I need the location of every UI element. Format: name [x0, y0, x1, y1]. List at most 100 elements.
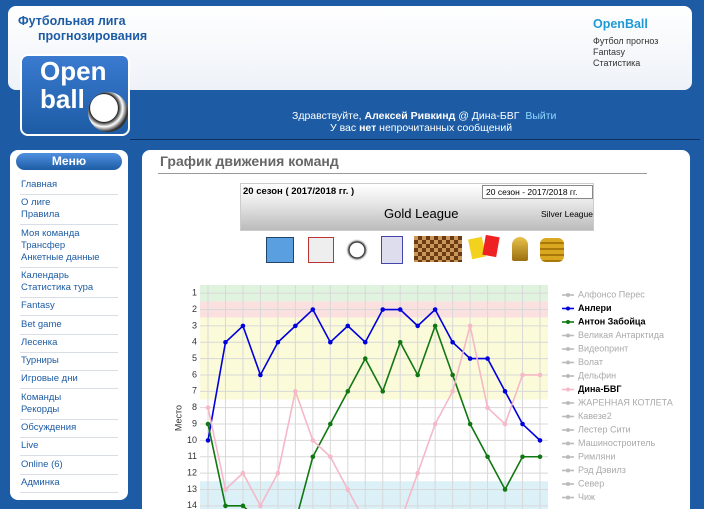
legend-marker: [566, 293, 570, 297]
menu-item[interactable]: Игровые дни: [21, 373, 78, 385]
menu-separator: [20, 351, 118, 353]
menu-separator: [20, 224, 118, 226]
menu-item[interactable]: Главная: [21, 179, 58, 190]
legend-marker: [566, 441, 570, 446]
legend-label[interactable]: Лестер Сити: [578, 424, 631, 434]
menu-item[interactable]: Fantasy: [21, 300, 55, 312]
data-point: [345, 487, 351, 492]
data-point: [240, 503, 246, 509]
data-point: [380, 389, 386, 394]
logout-link[interactable]: Выйти: [525, 110, 557, 122]
y-tick-label: 1: [192, 288, 197, 298]
data-point: [415, 470, 420, 476]
data-point: [205, 421, 211, 427]
calendar-icon[interactable]: [266, 237, 294, 263]
menu-item[interactable]: Админка: [21, 476, 60, 488]
data-point: [520, 454, 525, 460]
y-tick-label: 3: [192, 320, 197, 330]
menu-item[interactable]: О лиге: [21, 197, 51, 209]
legend-marker: [566, 347, 570, 351]
season-label: 20 сезон ( 2017/2018 гг. ): [243, 186, 355, 197]
ball-icon[interactable]: [346, 239, 368, 261]
cup-icon[interactable]: [512, 237, 528, 261]
menu-panel: Меню Главная О лиге Правила Моя команда Тран…: [10, 150, 128, 500]
checklist-icon[interactable]: [381, 236, 403, 264]
data-point: [467, 421, 473, 427]
y-tick-label: 11: [188, 451, 197, 461]
data-point: [328, 454, 333, 460]
legend-label[interactable]: Машиностроитель: [578, 438, 655, 448]
legend-marker: [566, 360, 570, 365]
date-icon[interactable]: [308, 237, 334, 263]
data-point: [537, 454, 543, 460]
y-tick-label: 8: [192, 402, 197, 412]
menu-separator: [20, 437, 118, 438]
menu-item[interactable]: Трансфер: [21, 239, 66, 251]
site-title: Футбольная лига: [18, 14, 126, 28]
data-point: [450, 339, 455, 345]
menu-separator: [20, 296, 118, 298]
legend-marker: [566, 387, 570, 392]
menu-item[interactable]: Команды: [21, 391, 62, 403]
legend-label[interactable]: Кавезе2: [578, 411, 612, 421]
legend-label[interactable]: Дина-БВГ: [578, 384, 621, 394]
menu-separator: [20, 194, 118, 195]
menu-item[interactable]: Online (6): [21, 458, 63, 470]
menu-item[interactable]: Анкетные данные: [21, 251, 100, 263]
legend-marker: [566, 414, 570, 419]
y-tick-label: 4: [192, 337, 197, 347]
data-point: [223, 339, 228, 345]
header-link[interactable]: Футбол прогноз: [593, 36, 659, 46]
header-link[interactable]: Статистика: [593, 58, 641, 68]
legend-label[interactable]: Великая Антарктида: [578, 330, 664, 340]
legend-label[interactable]: Рэд Дэвилз: [578, 465, 626, 475]
season-select[interactable]: 20 сезон - 2017/2018 гг.: [482, 185, 593, 199]
data-point: [397, 307, 403, 312]
menu-item[interactable]: Турниры: [21, 355, 59, 367]
menu-item[interactable]: Bet game: [21, 318, 62, 330]
data-point: [467, 323, 473, 329]
menu-item[interactable]: Лесенка: [21, 336, 58, 348]
menu-item[interactable]: Рекорды: [21, 403, 60, 415]
league-tab[interactable]: Silver League: [541, 209, 593, 219]
legend-label[interactable]: Алфонсо Перес: [578, 289, 645, 299]
data-point: [205, 405, 211, 410]
data-point: [432, 323, 438, 329]
y-tick-label: 10: [187, 435, 197, 445]
legend-marker: [566, 401, 570, 405]
board-icon[interactable]: [414, 236, 462, 262]
data-point: [450, 372, 455, 378]
legend-marker: [566, 455, 570, 459]
greeting-text: @ Дина-БВГ: [458, 110, 520, 122]
legend-label[interactable]: Дельфин: [578, 370, 616, 380]
menu-item[interactable]: Обсуждения: [21, 422, 77, 433]
legend-label[interactable]: Анлери: [578, 303, 612, 313]
legend-marker: [566, 320, 570, 324]
menu-item[interactable]: Календарь: [21, 269, 69, 281]
data-point: [467, 356, 473, 361]
data-point: [485, 356, 490, 361]
menu-title: Меню: [16, 153, 122, 170]
menu-item[interactable]: Правила: [21, 209, 60, 221]
legend-label[interactable]: Север: [578, 478, 604, 488]
data-point: [310, 307, 316, 312]
data-point: [310, 438, 316, 443]
legend-label[interactable]: Римляни: [578, 451, 615, 461]
legend-label[interactable]: Волат: [578, 357, 603, 367]
menu-item[interactable]: Моя команда: [21, 227, 80, 239]
menu-separator: [20, 315, 118, 317]
legend-label[interactable]: Антон Забойца: [578, 316, 647, 326]
legend-label[interactable]: ЖАРЕННАЯ КОТЛЕТА: [578, 397, 673, 407]
menu-separator: [20, 370, 118, 372]
coins-icon[interactable]: [540, 238, 564, 262]
legend-label[interactable]: Видеопринт: [578, 343, 628, 353]
brand: OpenBall: [593, 17, 648, 31]
data-point: [380, 307, 386, 312]
header-link[interactable]: Fantasy: [593, 47, 626, 57]
logo-text: ball: [40, 84, 85, 114]
league-tab[interactable]: Gold League: [384, 206, 459, 221]
menu-item[interactable]: Статистика тура: [21, 281, 94, 293]
legend-label[interactable]: Чиж: [578, 492, 595, 502]
menu-item[interactable]: Live: [21, 440, 39, 452]
series-line: [207, 325, 540, 509]
